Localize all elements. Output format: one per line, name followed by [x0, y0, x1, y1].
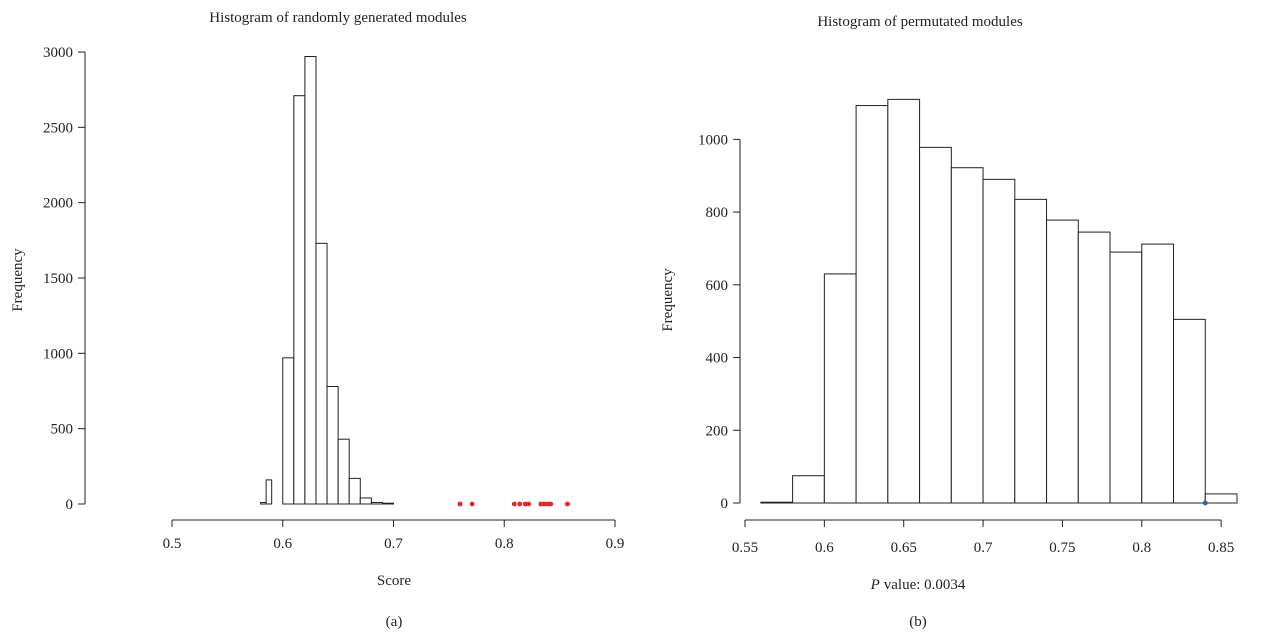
- panel-b-y-tick-label-4: 800: [706, 205, 729, 221]
- panel-b-bar-0: [760, 501, 794, 504]
- panel-b-xlabel-value: value: 0.0034: [884, 577, 966, 593]
- panel-a-ylabel: Frequency: [10, 248, 26, 312]
- panel-a-marker-0: [457, 501, 463, 507]
- panel-b-x-tick-label-0: 0.55: [732, 540, 758, 556]
- panel-a-x-tick-label-2: 0.7: [384, 536, 403, 552]
- panel-b-x-tick-label-5: 0.8: [1132, 540, 1151, 556]
- panel-b-y-tick-label-0: 0: [721, 496, 729, 512]
- panel-a-marker-4: [522, 501, 528, 507]
- panel-b-title: Histogram of permutated modules: [817, 14, 1023, 30]
- panel-a-marker-2: [511, 501, 517, 507]
- panel-b-histogram: Histogram of permutated modules Frequenc…: [660, 14, 1238, 630]
- panel-b-x-tick-label-4: 0.75: [1049, 540, 1075, 556]
- panel-b-x-tick-label-6: 0.85: [1208, 540, 1234, 556]
- panel-b-bar-8: [1014, 198, 1048, 504]
- panel-b-y-tick-label-2: 400: [706, 351, 729, 367]
- panel-b-x-tick-label-1: 0.6: [815, 540, 834, 556]
- panel-b-bar-14: [1204, 493, 1238, 504]
- panel-b-bar-11: [1109, 251, 1143, 504]
- panel-a-bar-9: [348, 477, 361, 505]
- panel-a-bar-4: [293, 95, 306, 505]
- panel-a-bar-6: [315, 242, 328, 505]
- panel-a-xlabel: Score: [377, 573, 411, 589]
- panel-a-marker-1: [469, 501, 475, 507]
- panel-b-label: (b): [909, 614, 927, 630]
- panel-a-histogram: Histogram of randomly generated modules …: [10, 10, 624, 630]
- panel-a-label: (a): [386, 614, 403, 630]
- panel-b-bar-9: [1046, 219, 1079, 504]
- panel-b-y-tick-label-5: 1000: [698, 132, 728, 148]
- panel-b-x-tick-label-3: 0.7: [974, 540, 993, 556]
- panel-b-bar-4: [887, 98, 921, 504]
- panel-b-y-tick-label-1: 200: [706, 423, 729, 439]
- panel-a-marker-5: [526, 501, 532, 507]
- panel-b-bar-5: [919, 146, 952, 504]
- panel-a-y-tick-label-2: 1000: [43, 346, 73, 362]
- panel-a-x-tick-label-3: 0.8: [495, 536, 514, 552]
- panel-b-y-tick-label-3: 600: [706, 278, 729, 294]
- panel-b-ylabel: Frequency: [660, 268, 676, 332]
- panel-b-bar-12: [1141, 243, 1175, 504]
- panel-b-bar-13: [1173, 318, 1206, 504]
- panel-a-bar-5: [304, 56, 317, 505]
- panel-a-bar-7: [326, 385, 339, 505]
- panel-a-x-tick-label-0: 0.5: [163, 536, 182, 552]
- panel-a-title: Histogram of randomly generated modules: [209, 10, 467, 26]
- panel-a-marker-3: [517, 501, 523, 507]
- panel-b-marker-0: [1202, 500, 1208, 506]
- panel-a-bar-10: [359, 497, 372, 505]
- panel-a-y-tick-label-4: 2000: [43, 196, 73, 212]
- panel-a-marker-8: [545, 501, 550, 507]
- panel-a-y-tick-label-3: 1500: [43, 271, 73, 287]
- panel-b-bar-10: [1077, 231, 1111, 504]
- panel-b-bar-6: [950, 167, 984, 504]
- panel-a-marker-6: [538, 501, 544, 507]
- panel-b-xlabel-p: P: [870, 577, 880, 593]
- panel-b-bar-7: [982, 178, 1016, 504]
- panel-a-marker-9: [548, 501, 554, 507]
- panel-a-x-tick-label-1: 0.6: [273, 536, 292, 552]
- panel-a-bar-3: [282, 357, 295, 505]
- panel-a-marker-7: [541, 501, 547, 507]
- panel-a-bar-12: [381, 502, 394, 505]
- panel-a-bar-1: [265, 479, 273, 505]
- panel-b-bar-1: [792, 475, 825, 504]
- panel-a-bar-0: [260, 501, 267, 505]
- panel-a-marker-10: [564, 501, 570, 507]
- panel-b-bar-2: [823, 273, 857, 504]
- panel-b-bar-3: [855, 105, 889, 504]
- panel-a-y-tick-label-0: 0: [66, 497, 74, 513]
- panel-a-y-tick-label-1: 500: [51, 422, 74, 438]
- panel-a-x-tick-label-4: 0.9: [606, 536, 625, 552]
- panel-a-y-tick-label-6: 3000: [43, 45, 73, 61]
- panel-b-x-tick-label-2: 0.65: [891, 540, 917, 556]
- panel-a-bar-8: [337, 438, 350, 505]
- panel-a-y-tick-label-5: 2500: [43, 120, 73, 136]
- panel-a-bar-11: [370, 501, 383, 505]
